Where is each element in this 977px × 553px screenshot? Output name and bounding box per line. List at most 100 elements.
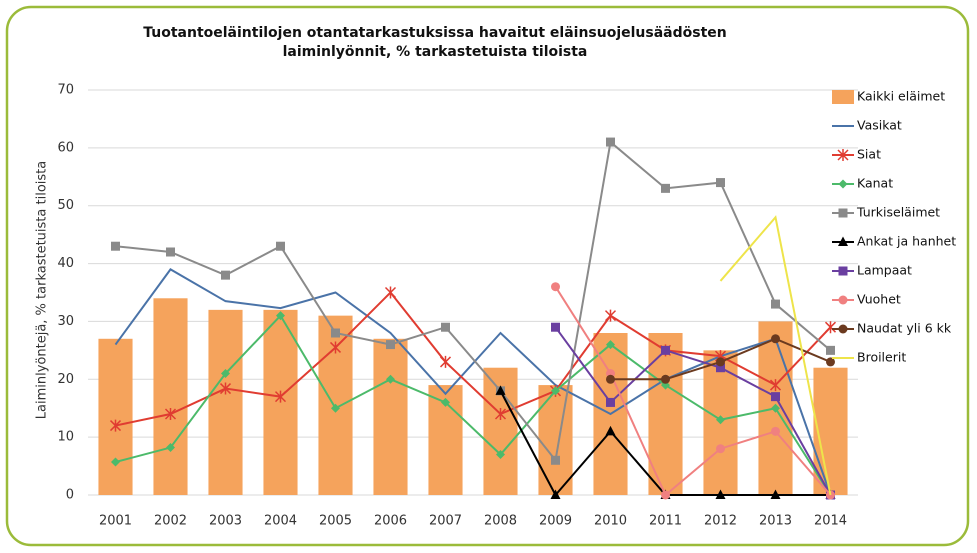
chart-title: laiminlyönnit, % tarkastetuista tiloista — [283, 44, 588, 60]
legend-marker — [838, 324, 848, 334]
point — [771, 299, 780, 309]
x-tick-label: 2007 — [429, 514, 462, 529]
point — [661, 345, 670, 355]
point — [111, 457, 120, 467]
legend-marker — [838, 266, 848, 276]
legend-label: Ankat ja hanhet — [857, 234, 956, 249]
point — [439, 355, 452, 368]
x-tick-label: 2003 — [209, 514, 242, 529]
point — [386, 340, 395, 350]
chart-title: Tuotantoeläintilojen otantatarkastuksiss… — [143, 25, 727, 41]
point — [274, 390, 287, 403]
y-axis-label: Laiminlyöntejä, % tarkastetuista tiloist… — [35, 161, 50, 419]
point — [606, 340, 615, 350]
legend-label: Vasikat — [857, 118, 902, 133]
y-tick-label: 50 — [57, 198, 74, 213]
bar — [98, 338, 133, 495]
line — [115, 140, 832, 463]
point — [166, 247, 175, 257]
legend-marker — [838, 179, 848, 189]
line — [554, 326, 832, 496]
x-tick-label: 2002 — [154, 514, 187, 529]
x-tick-label: 2014 — [814, 514, 847, 529]
point — [771, 426, 780, 436]
point — [826, 345, 835, 355]
legend-label: Lampaat — [857, 263, 912, 278]
point — [331, 328, 340, 338]
point — [826, 357, 835, 367]
point — [386, 374, 395, 384]
point — [384, 286, 397, 299]
y-tick-label: 0 — [66, 488, 74, 503]
point — [221, 270, 230, 280]
legend-label: Kanat — [857, 176, 893, 191]
point — [551, 322, 560, 332]
legend-label: Vuohet — [857, 292, 901, 307]
y-tick-label: 60 — [57, 140, 74, 155]
legend-swatch — [832, 90, 854, 104]
bar — [373, 338, 408, 495]
point — [495, 385, 506, 395]
y-tick-label: 40 — [57, 256, 74, 271]
legend-label: Broilerit — [857, 350, 906, 365]
legend-marker — [838, 208, 848, 218]
x-tick-label: 2008 — [484, 514, 517, 529]
x-tick-label: 2012 — [704, 514, 737, 529]
point — [441, 397, 450, 407]
legend-label: Turkiseläimet — [856, 205, 940, 220]
legend-marker — [837, 149, 849, 161]
x-tick-label: 2005 — [319, 514, 352, 529]
point — [661, 183, 670, 193]
x-tick-label: 2006 — [374, 514, 407, 529]
point — [716, 415, 725, 425]
x-tick-label: 2004 — [264, 514, 297, 529]
y-tick-label: 70 — [57, 83, 74, 98]
point — [221, 369, 230, 378]
x-tick-label: 2010 — [594, 514, 627, 529]
y-tick-label: 10 — [57, 430, 74, 445]
point — [109, 419, 122, 432]
bar — [153, 298, 188, 495]
x-tick-label: 2011 — [649, 514, 682, 529]
point — [164, 408, 177, 420]
legend-marker — [838, 295, 848, 305]
point — [716, 357, 725, 367]
x-tick-label: 2009 — [539, 514, 572, 529]
line — [554, 286, 832, 497]
y-tick-label: 20 — [57, 372, 74, 387]
bar — [208, 309, 243, 495]
point — [551, 282, 560, 292]
point — [770, 489, 781, 499]
point — [604, 309, 617, 322]
point — [496, 450, 505, 459]
legend-label: Siat — [857, 147, 881, 162]
point — [329, 341, 342, 354]
point — [606, 397, 615, 407]
point — [550, 489, 561, 499]
point — [331, 403, 340, 413]
line — [115, 313, 832, 496]
legend-label: Kaikki eläimet — [857, 89, 945, 104]
point — [276, 241, 285, 251]
point — [771, 403, 780, 413]
point — [551, 386, 560, 396]
point — [219, 382, 232, 395]
x-tick-label: 2013 — [759, 514, 792, 529]
point — [824, 321, 837, 334]
point — [605, 425, 616, 436]
point — [441, 322, 450, 332]
point — [606, 374, 615, 384]
point — [606, 137, 615, 147]
point — [716, 363, 725, 373]
point — [661, 374, 670, 384]
point — [551, 455, 560, 465]
y-tick-label: 30 — [57, 314, 74, 329]
bar — [538, 385, 573, 495]
line — [719, 215, 832, 496]
point — [715, 489, 726, 499]
point — [771, 334, 780, 344]
legend-label: Naudat yli 6 kk — [857, 321, 952, 336]
x-tick-label: 2001 — [99, 514, 132, 529]
point — [276, 311, 285, 321]
